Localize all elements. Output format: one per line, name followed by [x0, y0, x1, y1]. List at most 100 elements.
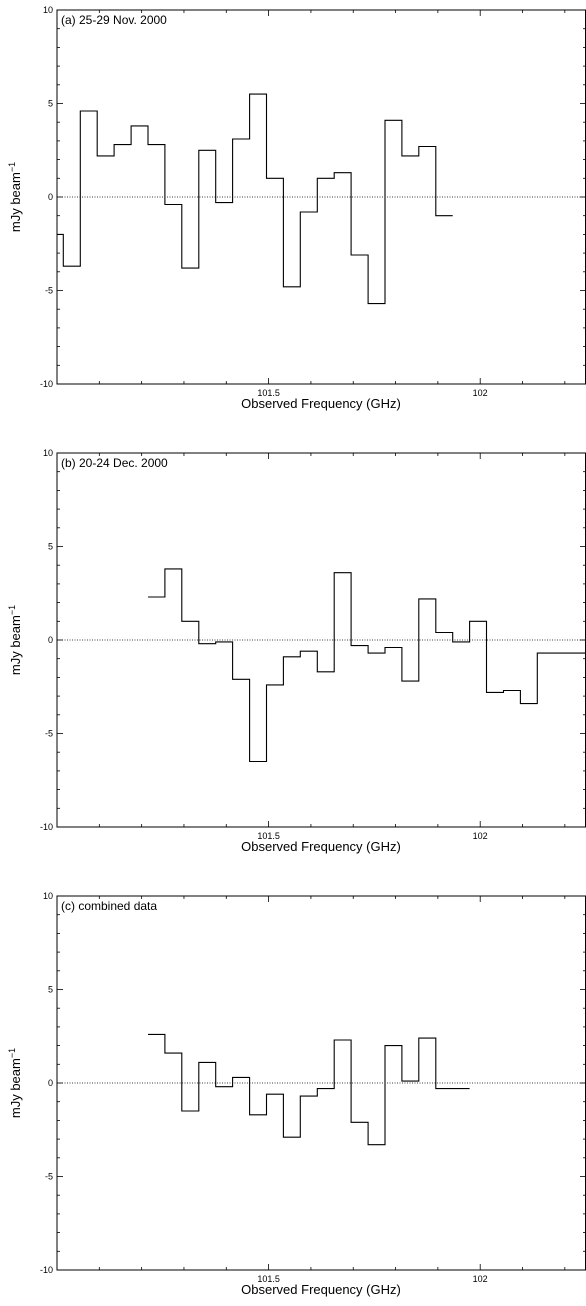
panel-c-ytick-label: -5	[45, 1172, 53, 1182]
panel-a-xtick-label: 101.5	[257, 388, 280, 398]
panel-a-channel-7	[165, 197, 182, 204]
panel-c-channel-4	[216, 1083, 233, 1087]
panel-a-channel-20	[385, 120, 402, 197]
panel-a-channel-6	[148, 145, 165, 197]
panel-c-channel-12	[351, 1083, 368, 1122]
panel-b-channel-20	[487, 640, 504, 692]
panel-c-ytick-label: 5	[48, 985, 53, 995]
panel-b-ytick-label: -10	[40, 822, 53, 832]
panel-b-ytick-label: 10	[43, 448, 53, 458]
panel-a-channel-23	[436, 197, 453, 216]
panel-c-channel-10	[317, 1083, 334, 1089]
panel-a-channel-10	[216, 197, 233, 203]
panel-b-ytick-label: -5	[45, 729, 53, 739]
panel-a-channel-4	[114, 145, 131, 197]
panel-c-channel-0	[148, 1034, 165, 1083]
panel-c-channel-6	[250, 1083, 267, 1115]
panel-a-channel-16	[317, 178, 334, 197]
panel-b-channel-5	[233, 640, 250, 679]
panel-b-channel-10	[317, 640, 334, 672]
panel-c-channel-5	[233, 1077, 250, 1083]
panel-b-channel-9	[300, 640, 317, 651]
panel-c-yaxis-title: mJy beam−1	[7, 1048, 23, 1118]
panel-a-channel-17	[334, 173, 351, 197]
panel-a-channel-9	[199, 150, 216, 197]
panel-a: -10 -5 0 5 10 101.5 102 (a) 25-29 Nov. 2000 Obse…	[7, 5, 586, 411]
panel-b-channel-6	[250, 640, 267, 762]
panel-a-xaxis-title: Observed Frequency (GHz)	[241, 396, 401, 411]
panel-a-ytick-label: 10	[43, 5, 53, 15]
panel-c-channel-15	[402, 1081, 419, 1083]
panel-b-channel-18	[453, 640, 470, 642]
panel-b-channel-22	[520, 640, 537, 704]
panel-a-channel-19	[368, 197, 385, 304]
panel-b-channel-12	[351, 640, 368, 646]
panel-c-xtick-label: 102	[473, 1274, 488, 1284]
panel-a-channel-5	[131, 126, 148, 197]
panel-b-channel-3	[199, 640, 216, 644]
panel-a-channel-2	[80, 111, 97, 197]
panel-c-channel-3	[199, 1062, 216, 1083]
panel-b-channel-0	[148, 597, 165, 640]
panel-a-channel-0	[57, 197, 63, 234]
panel-c-ytick-label: 0	[48, 1078, 53, 1088]
panel-c-channel-7	[266, 1083, 283, 1094]
panel-c-channel-17	[436, 1083, 453, 1089]
panel-b-channel-24	[554, 640, 571, 653]
panel-b-channel-11	[334, 573, 351, 640]
panel-a-channel-12	[250, 94, 267, 197]
panel-b: -10 -5 0 5 10 101.5 102 (b) 20-24 Dec. 2000 Obse…	[7, 448, 586, 854]
panel-b-channel-16	[419, 599, 436, 640]
panel-a-xtick-label: 102	[473, 388, 488, 398]
panel-c-channel-16	[419, 1038, 436, 1083]
panel-b-ytick-label: 5	[48, 542, 53, 552]
panel-b-channel-7	[266, 640, 283, 685]
panel-a-channel-22	[419, 147, 436, 197]
panel-a-spectrum-series	[57, 93, 453, 305]
panel-c-channel-1	[165, 1053, 182, 1083]
panel-b-xtick-label: 102	[473, 831, 488, 841]
panel-a-channel-1	[63, 197, 80, 266]
panel-b-title: (b) 20-24 Dec. 2000	[61, 456, 168, 470]
panel-b-channel-23	[537, 640, 554, 653]
panel-b-channel-1	[165, 569, 182, 640]
panel-a-channel-13	[266, 178, 283, 197]
panel-c-title: (c) combined data	[61, 899, 157, 913]
panel-c-ytick-label: 10	[43, 891, 53, 901]
panel-c-xaxis-title: Observed Frequency (GHz)	[241, 1282, 401, 1297]
panel-b-channel-25	[571, 640, 586, 653]
panel-b-yaxis-title: mJy beam−1	[7, 605, 23, 675]
panel-b-spectrum-series	[148, 568, 586, 763]
panel-a-channel-21	[402, 156, 419, 197]
panel-b-channel-13	[368, 640, 385, 653]
panel-a-ytick-label: -10	[40, 379, 53, 389]
panel-a-channel-15	[300, 197, 317, 212]
panel-b-channel-4	[216, 640, 233, 642]
panel-b-channel-15	[402, 640, 419, 681]
panel-a-title: (a) 25-29 Nov. 2000	[61, 13, 167, 27]
panel-c-channel-18	[453, 1083, 470, 1089]
panel-c-ytick-label: -10	[40, 1265, 53, 1275]
panel-b-ytick-label: 0	[48, 635, 53, 645]
panel-a-channel-11	[233, 139, 250, 197]
panel-b-channel-2	[182, 621, 199, 640]
panel-b-xaxis-title: Observed Frequency (GHz)	[241, 839, 401, 854]
panel-a-yaxis-title: mJy beam−1	[7, 162, 23, 232]
panel-c-channel-2	[182, 1083, 199, 1111]
panel-a-ytick-label: 5	[48, 99, 53, 109]
panel-c-xtick-label: 101.5	[257, 1274, 280, 1284]
panel-b-channel-17	[436, 633, 453, 640]
panel-c-channel-11	[334, 1040, 351, 1083]
panel-c-spectrum-series	[148, 1033, 470, 1146]
panel-b-channel-14	[385, 640, 402, 647]
panel-a-ytick-label: 0	[48, 192, 53, 202]
panel-b-channel-8	[283, 640, 300, 657]
panel-c-channel-9	[300, 1083, 317, 1096]
panel-c-channel-8	[283, 1083, 300, 1137]
panel-b-channel-19	[470, 621, 487, 640]
panel-a-channel-18	[351, 197, 368, 255]
panel-b-xtick-label: 101.5	[257, 831, 280, 841]
panel-c-channel-14	[385, 1046, 402, 1083]
panel-a-channel-3	[97, 156, 114, 197]
